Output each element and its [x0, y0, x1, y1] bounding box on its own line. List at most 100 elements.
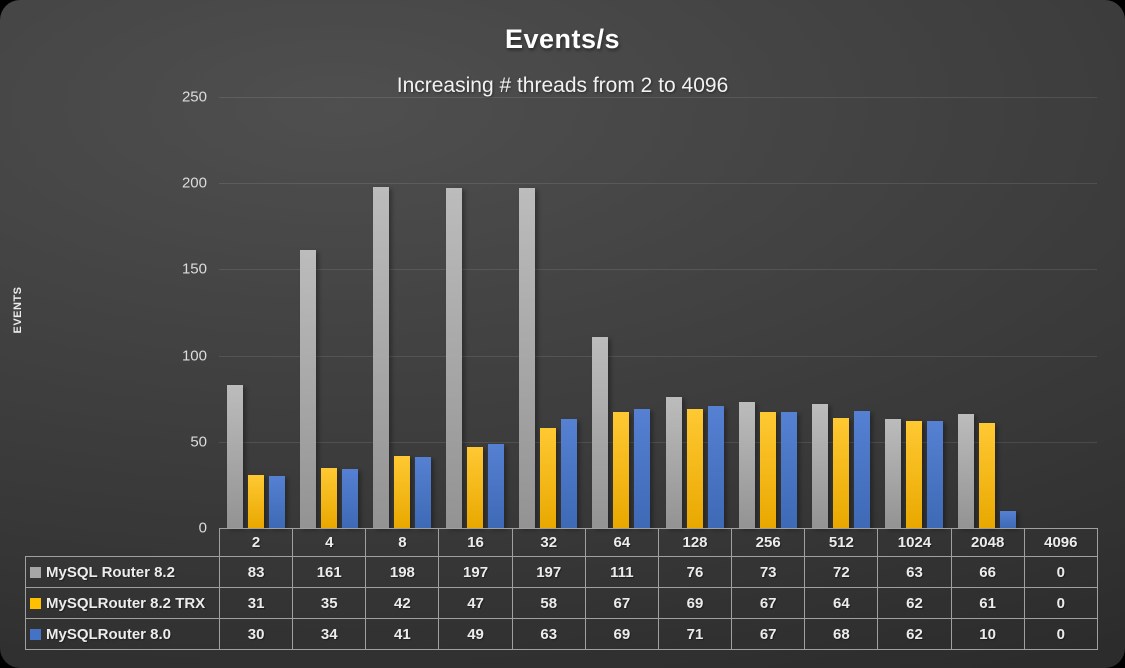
table-value-cell: 49: [438, 618, 513, 650]
bar-series0-x4: [299, 250, 316, 528]
bar-series2-x16: [488, 444, 505, 528]
table-value-cell: 35: [292, 587, 367, 619]
bar-series1-x2048: [979, 423, 996, 528]
table-value-cell: 76: [657, 556, 733, 588]
bar-group-4096: [1024, 97, 1097, 528]
bar-series1-x16: [467, 447, 484, 528]
bar-series0-x64: [592, 337, 609, 528]
legend-swatch-icon: [30, 566, 41, 578]
table-value-cell: 31: [218, 587, 294, 619]
x-category-label: 8: [365, 528, 440, 557]
table-corner-cell: [26, 529, 220, 557]
bar-series0-x32: [519, 188, 536, 528]
bar-series1-x32: [540, 428, 557, 528]
bar-series2-x128: [707, 406, 724, 528]
table-value-cell: 197: [511, 556, 586, 588]
bar-series2-x4: [341, 469, 358, 528]
bar-series2-x2: [268, 476, 285, 528]
table-value-cell: 41: [365, 618, 440, 650]
bar-series2-x32: [561, 419, 578, 528]
y-axis-title: EVENTS: [12, 286, 24, 334]
y-axis-tick-label: 250: [181, 88, 207, 106]
bar-series1-x128: [686, 409, 703, 528]
bar-series0-x16: [446, 188, 463, 528]
bar-series0-x512: [811, 404, 828, 528]
bar-series1-x8: [393, 456, 410, 528]
gridline: [219, 355, 1097, 357]
x-category-label: 4096: [1023, 528, 1098, 557]
bar-group-8: [365, 97, 438, 528]
table-value-cell: 34: [292, 618, 367, 650]
bar-group-2: [219, 97, 292, 528]
table-value-cell: 197: [438, 556, 513, 588]
x-category-label: 256: [731, 528, 806, 557]
table-value-cell: 42: [365, 587, 440, 619]
table-value-cell: 71: [657, 618, 733, 650]
bar-series1-x4: [320, 468, 337, 528]
gridline: [219, 97, 1097, 98]
table-value-cell: 72: [804, 556, 879, 588]
legend-label-1: MySQLRouter 8.2 TRX: [25, 587, 220, 619]
table-value-cell: 0: [1023, 618, 1098, 650]
table-value-cell: 63: [511, 618, 586, 650]
table-value-cell: 198: [365, 556, 440, 588]
table-value-cell: 62: [877, 587, 952, 619]
table-value-cell: 73: [731, 556, 806, 588]
table-value-cell: 111: [584, 556, 659, 588]
table-value-cell: 83: [218, 556, 294, 588]
bar-group-32: [512, 97, 585, 528]
chart-title: Events/s: [504, 24, 621, 54]
bar-series0-x2048: [958, 414, 975, 528]
table-value-cell: 61: [950, 587, 1025, 619]
y-axis-tick-label: 200: [181, 174, 207, 192]
bar-series2-x256: [780, 412, 797, 528]
bar-group-64: [585, 97, 658, 528]
plot-area: [219, 97, 1097, 528]
bar-series1-x256: [759, 412, 776, 528]
table-value-cell: 69: [584, 618, 659, 650]
table-header-row: 2 4 8 16 32 64 128 256 512 1024 2048 4096: [26, 528, 1098, 557]
table-value-cell: 62: [877, 618, 952, 650]
table-value-cell: 10: [950, 618, 1025, 650]
table-value-cell: 30: [218, 618, 294, 650]
table-value-cell: 63: [877, 556, 952, 588]
table-value-cell: 0: [1023, 556, 1098, 588]
table-value-cell: 47: [438, 587, 513, 619]
bar-series-container: [219, 97, 1097, 528]
gridline: [219, 183, 1097, 185]
bar-group-256: [731, 97, 804, 528]
bar-group-128: [658, 97, 731, 528]
legend-label-2: MySQLRouter 8.0: [25, 618, 220, 650]
x-category-label: 16: [438, 528, 513, 557]
table-value-cell: 69: [657, 587, 733, 619]
bar-series0-x128: [665, 397, 682, 528]
table-value-cell: 58: [511, 587, 586, 619]
y-axis-tick-label: 0: [198, 519, 207, 537]
table-value-cell: 64: [804, 587, 879, 619]
legend-swatch-icon: [30, 628, 41, 640]
legend-label-0: MySQL Router 8.2: [25, 556, 220, 588]
table-value-cell: 67: [731, 587, 806, 619]
y-axis-tick-label: 50: [190, 433, 207, 451]
x-category-label: 4: [292, 528, 367, 557]
table-row: MySQLRouter 8.2 TRX 31 35 42 47 58 67 69 67 64 62 6…: [25, 587, 1098, 619]
bar-series2-x1024: [927, 421, 944, 528]
bar-series0-x8: [372, 187, 389, 528]
bar-series2-x8: [414, 457, 431, 528]
bar-group-512: [804, 97, 877, 528]
bar-series1-x64: [613, 412, 630, 528]
bar-group-1024: [878, 97, 951, 528]
y-axis-tick-label: 150: [181, 260, 207, 278]
bar-series2-x512: [853, 411, 870, 528]
x-category-label: 2: [218, 528, 294, 557]
table-value-cell: 67: [731, 618, 806, 650]
bar-series2-x64: [634, 409, 651, 528]
bar-group-2048: [951, 97, 1024, 528]
bar-series1-x1024: [906, 421, 923, 528]
bar-series0-x1024: [885, 419, 902, 528]
table-row: MySQLRouter 8.0 30 34 41 49 63 69 71 67 68 62 10 0: [25, 618, 1098, 650]
table-value-cell: 161: [292, 556, 367, 588]
x-category-label: 64: [584, 528, 659, 557]
table-value-cell: 67: [584, 587, 659, 619]
